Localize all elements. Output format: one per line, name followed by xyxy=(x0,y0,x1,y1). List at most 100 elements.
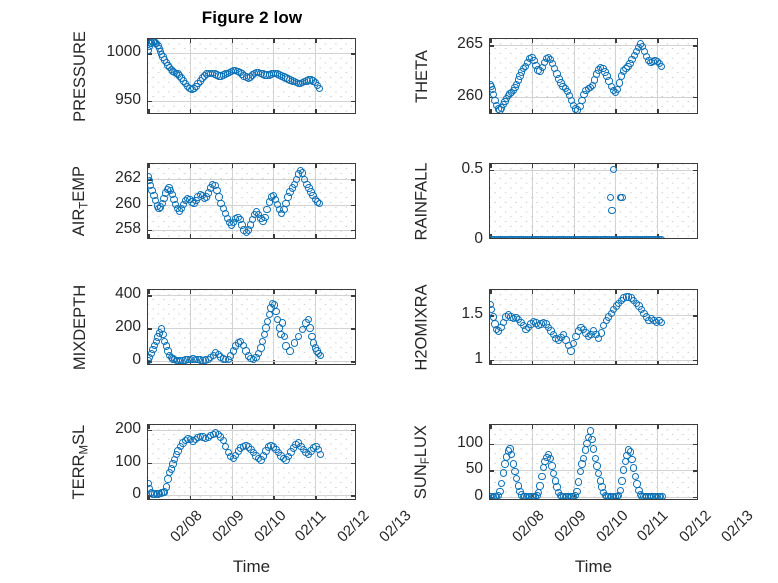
y-tick-mark xyxy=(148,229,152,232)
gridline-vertical xyxy=(189,425,191,499)
data-point xyxy=(573,487,581,496)
data-point xyxy=(616,486,625,495)
x-tick-mark xyxy=(615,290,617,294)
x-tick-mark xyxy=(189,234,192,238)
x-tick-mark xyxy=(657,290,659,294)
y-tick-mark xyxy=(351,229,355,232)
y-tick-mark xyxy=(148,328,152,330)
x-tick-mark xyxy=(231,495,234,499)
x-tick-mark xyxy=(573,360,576,364)
x-tick-mark xyxy=(189,290,192,294)
data-point xyxy=(618,477,626,485)
data-point xyxy=(591,454,600,463)
x-tick-mark xyxy=(697,109,698,113)
data-point xyxy=(588,435,596,444)
x-tick-mark xyxy=(231,109,234,113)
gridline-vertical xyxy=(573,39,575,113)
y-tick-label: 0 xyxy=(474,486,483,504)
data-point xyxy=(574,478,583,486)
y-tick-mark xyxy=(693,45,697,47)
data-point xyxy=(490,313,498,321)
data-point xyxy=(282,342,290,350)
data-point xyxy=(258,337,267,345)
ylabel-prefix: TERR xyxy=(69,454,88,500)
data-point xyxy=(538,472,546,481)
y-tick-label: 0 xyxy=(132,351,141,369)
ylabel-rainfall: RAINFALL xyxy=(412,162,431,240)
x-tick-mark xyxy=(573,234,576,238)
y-tick-label: 100 xyxy=(457,433,483,451)
data-point xyxy=(304,316,313,324)
x-tick-mark xyxy=(273,109,275,113)
data-point xyxy=(626,448,635,456)
y-tick-label: 0 xyxy=(474,230,483,247)
y-tick-label: 200 xyxy=(115,419,141,437)
gridline-vertical xyxy=(231,290,233,364)
x-tick-mark xyxy=(231,290,234,294)
x-tick-label: 02/10 xyxy=(250,507,290,546)
ylabel-pressure: PRESSURE xyxy=(70,30,89,122)
gridline-vertical xyxy=(657,164,659,238)
data-point xyxy=(280,205,288,214)
y-tick-label: 950 xyxy=(115,90,141,108)
xlabel: Time xyxy=(232,557,271,576)
data-point xyxy=(280,332,288,340)
x-tick-mark xyxy=(315,495,317,499)
gridline-horizontal xyxy=(148,53,355,55)
y-tick-mark xyxy=(351,294,355,297)
panel-theta xyxy=(489,38,698,114)
data-point xyxy=(657,318,666,326)
data-point xyxy=(567,347,575,355)
gridline-horizontal xyxy=(148,495,355,497)
gridline-horizontal xyxy=(490,96,697,98)
axes-h2omixra xyxy=(489,289,698,365)
x-tick-mark xyxy=(697,39,698,43)
axes-mixdepth xyxy=(147,289,356,365)
ylabel-prefix: AIR xyxy=(70,208,89,237)
x-tick-mark xyxy=(231,234,234,238)
x-tick-mark xyxy=(573,164,576,168)
x-tick-mark xyxy=(355,290,356,294)
gridline-vertical xyxy=(531,39,533,113)
gridline-horizontal xyxy=(490,45,697,47)
x-tick-mark xyxy=(657,360,659,364)
minor-grid xyxy=(490,164,697,238)
data-point xyxy=(286,347,294,355)
x-tick-mark xyxy=(148,425,150,429)
data-point xyxy=(164,475,172,483)
x-tick-mark xyxy=(615,425,617,429)
y-tick-label: 1.5 xyxy=(461,305,483,323)
x-tick-mark xyxy=(148,234,150,238)
y-tick-mark xyxy=(148,429,152,432)
axes-theta xyxy=(489,38,698,114)
ylabel-mixdepth: MIXDEPTH xyxy=(70,284,89,370)
data-point xyxy=(657,63,666,71)
panel-rainfall xyxy=(489,163,698,239)
y-tick-mark xyxy=(693,496,697,499)
x-tick-mark xyxy=(490,164,492,168)
x-tick-mark xyxy=(315,425,317,429)
gridline-horizontal xyxy=(148,462,355,464)
data-point xyxy=(499,469,508,477)
panel-h2omixra xyxy=(489,289,698,365)
data-point xyxy=(513,474,521,483)
y-tick-mark xyxy=(490,238,494,239)
data-point xyxy=(282,199,290,207)
data-point xyxy=(315,84,324,93)
ylabel-terr_msl: TERRMSL xyxy=(70,425,90,500)
data-point xyxy=(606,194,615,202)
y-tick-mark xyxy=(351,495,355,497)
y-tick-label: 260 xyxy=(115,194,141,212)
x-tick-mark xyxy=(615,109,617,113)
x-tick-label: 02/08 xyxy=(166,507,206,546)
gridline-horizontal xyxy=(490,443,697,445)
ylabel-suffix: EMP xyxy=(70,165,89,202)
y-tick-mark xyxy=(693,238,697,239)
data-point xyxy=(610,165,618,174)
x-tick-mark xyxy=(531,360,534,364)
x-tick-label: 02/10 xyxy=(592,507,632,546)
y-tick-mark xyxy=(693,169,697,172)
gridline-vertical xyxy=(615,164,617,238)
y-tick-mark xyxy=(351,328,355,330)
x-tick-mark xyxy=(273,39,275,43)
